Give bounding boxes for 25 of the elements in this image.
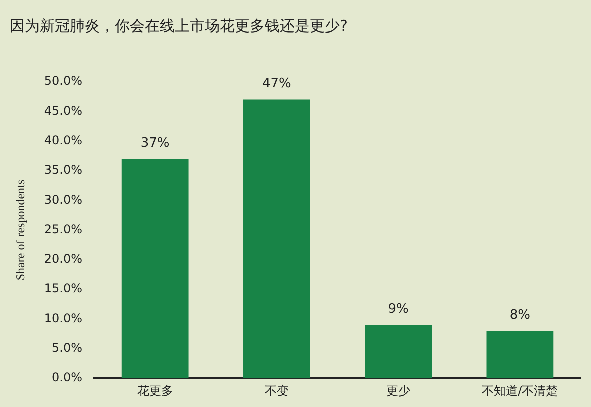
y-tick-label: 15.0% xyxy=(44,282,83,296)
bar xyxy=(122,159,189,379)
x-tick-label: 不知道/不清楚 xyxy=(482,384,558,398)
y-tick-label: 0.0% xyxy=(52,370,83,385)
y-tick-label: 10.0% xyxy=(44,311,83,326)
data-label: 9% xyxy=(388,302,409,318)
data-label: 47% xyxy=(262,76,292,92)
x-tick-label: 更少 xyxy=(386,384,411,398)
y-axis-title: Share of respondents xyxy=(13,180,28,281)
y-tick-label: 45.0% xyxy=(44,104,83,118)
bar xyxy=(365,325,432,379)
x-tick-label: 不变 xyxy=(264,384,289,398)
y-tick-label: 35.0% xyxy=(44,163,83,178)
bar xyxy=(244,100,310,379)
x-tick-label: 花更多 xyxy=(137,384,174,398)
y-tick-label: 50.0% xyxy=(44,74,83,88)
y-tick-label: 40.0% xyxy=(44,133,83,148)
y-tick-label: 30.0% xyxy=(44,192,83,207)
bar xyxy=(486,331,554,379)
data-label: 8% xyxy=(510,308,531,324)
data-label: 37% xyxy=(140,136,170,151)
y-tick-label: 20.0% xyxy=(44,252,83,266)
y-tick-label: 25.0% xyxy=(44,222,83,236)
chart-title: 因为新冠肺炎，你会在线上市场花更多钱还是更少? xyxy=(10,16,348,35)
y-tick-label: 5.0% xyxy=(52,341,83,356)
